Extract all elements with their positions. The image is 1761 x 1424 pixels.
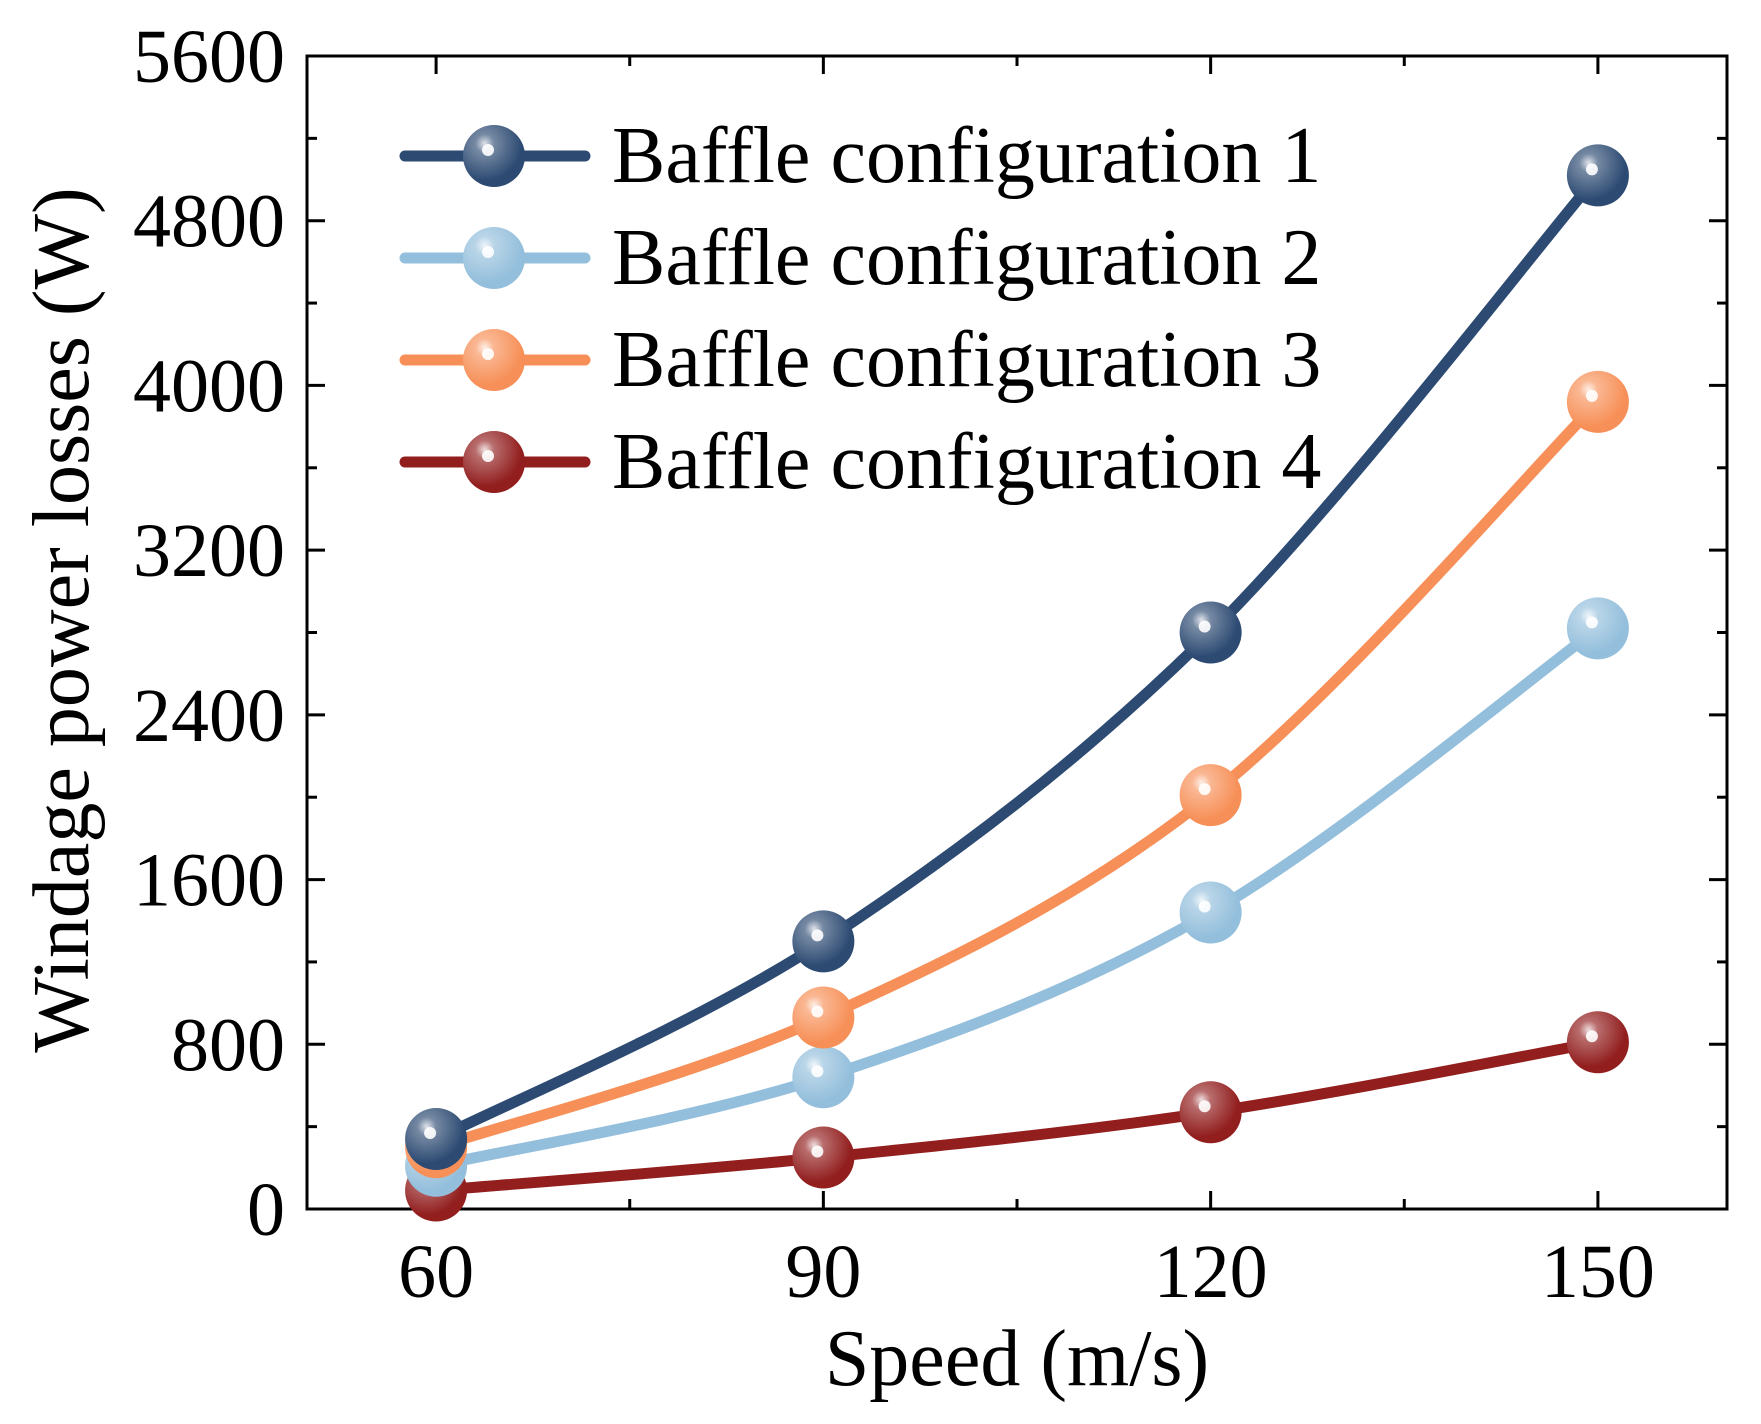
y-axis-title: Windage power losses (W) [18, 187, 106, 1052]
series-4-point-2-shine [792, 1126, 855, 1189]
y-tick-label: 3200 [133, 509, 285, 593]
series-1-point-1 [405, 1107, 468, 1170]
series-3-point-3-shine [1179, 764, 1242, 827]
y-axis-title-group: Windage power losses (W) [18, 187, 106, 1052]
legend-marker-4-shine [463, 431, 525, 493]
legend-marker-3 [463, 329, 525, 391]
series-1-point-1-shine [405, 1107, 468, 1170]
legend-marker-4-highlight [482, 450, 494, 462]
series-1-point-3-shine [1179, 601, 1242, 664]
series-4-point-2 [792, 1126, 855, 1189]
series-4-point-3-shine [1179, 1081, 1242, 1144]
y-tick-label: 2400 [133, 674, 285, 758]
y-tick-label: 800 [171, 1003, 285, 1087]
legend-item-2: Baffle configuration 2 [399, 214, 1321, 302]
series-2-point-2 [792, 1046, 855, 1109]
series-3-point-2-highlight [811, 1005, 824, 1018]
legend-marker-1-shine [463, 125, 525, 187]
series-2-point-3 [1179, 881, 1242, 944]
series-1-point-1-highlight [424, 1126, 437, 1139]
legend: Baffle configuration 1 Baffle configurati… [399, 112, 1321, 506]
series-3-point-3-highlight [1198, 783, 1211, 796]
series-line-3 [430, 396, 1604, 1153]
series-2-point-4 [1566, 597, 1629, 660]
legend-label-1: Baffle configuration 1 [612, 112, 1321, 200]
legend-item-3: Baffle configuration 3 [399, 316, 1321, 404]
series-1-point-2-highlight [811, 929, 824, 942]
x-tick-label: 90 [785, 1230, 861, 1314]
series-3-point-2-shine [792, 986, 855, 1049]
series-line-2 [430, 622, 1604, 1172]
series-2-point-4-shine [1566, 597, 1629, 660]
series-1-point-2 [792, 910, 855, 973]
series-4-point-3 [1179, 1081, 1242, 1144]
legend-label-3: Baffle configuration 3 [612, 316, 1321, 404]
plot-area: 0 800 1600 2400 3200 4000 4800 5600 60 90 120 150 [133, 15, 1729, 1314]
x-axis-title: Speed (m/s) [825, 1315, 1209, 1403]
series-2-point-3-shine [1179, 881, 1242, 944]
legend-label-4: Baffle configuration 4 [612, 418, 1321, 506]
series-1-point-4 [1566, 144, 1629, 207]
series-4-point-4 [1566, 1011, 1629, 1074]
y-tick-label: 4800 [133, 180, 285, 264]
legend-marker-1-highlight [482, 144, 494, 156]
legend-item-4: Baffle configuration 4 [399, 418, 1321, 506]
x-tick-label: 150 [1541, 1230, 1655, 1314]
series-3-point-2 [792, 986, 855, 1049]
series-2-point-4-highlight [1585, 616, 1598, 629]
series-3-point-3 [1179, 764, 1242, 827]
series-4-point-4-highlight [1585, 1030, 1598, 1043]
series-3-point-4 [1566, 370, 1629, 433]
series-line-4 [430, 1036, 1604, 1196]
series-2-point-2-highlight [811, 1065, 824, 1078]
series-1-point-4-shine [1566, 144, 1629, 207]
series-1-point-3-highlight [1198, 620, 1211, 633]
series-3-point-4-highlight [1585, 389, 1598, 402]
y-tick-label: 0 [247, 1168, 285, 1252]
legend-marker-2-highlight [482, 246, 494, 258]
legend-marker-2 [463, 227, 525, 289]
series-4-point-4-shine [1566, 1011, 1629, 1074]
y-tick-label: 5600 [133, 15, 285, 99]
series-line-1 [430, 169, 1604, 1145]
legend-marker-1 [463, 125, 525, 187]
y-tick-label: 4000 [133, 344, 285, 428]
legend-item-1: Baffle configuration 1 [399, 112, 1321, 200]
y-tick-label: 1600 [133, 839, 285, 923]
series-2-point-3-highlight [1198, 900, 1211, 913]
series-4-point-2-highlight [811, 1145, 824, 1158]
legend-marker-2-shine [463, 227, 525, 289]
legend-marker-3-shine [463, 329, 525, 391]
legend-label-2: Baffle configuration 2 [612, 214, 1321, 302]
series-1-point-2-shine [792, 910, 855, 973]
x-tick-label: 60 [398, 1230, 474, 1314]
legend-marker-3-highlight [482, 348, 494, 360]
series-2-point-2-shine [792, 1046, 855, 1109]
legend-marker-4 [463, 431, 525, 493]
series-1-point-3 [1179, 601, 1242, 664]
series-3-point-4-shine [1566, 370, 1629, 433]
series-1-point-4-highlight [1585, 163, 1598, 176]
series-4-point-3-highlight [1198, 1100, 1211, 1113]
x-tick-label: 120 [1154, 1230, 1268, 1314]
